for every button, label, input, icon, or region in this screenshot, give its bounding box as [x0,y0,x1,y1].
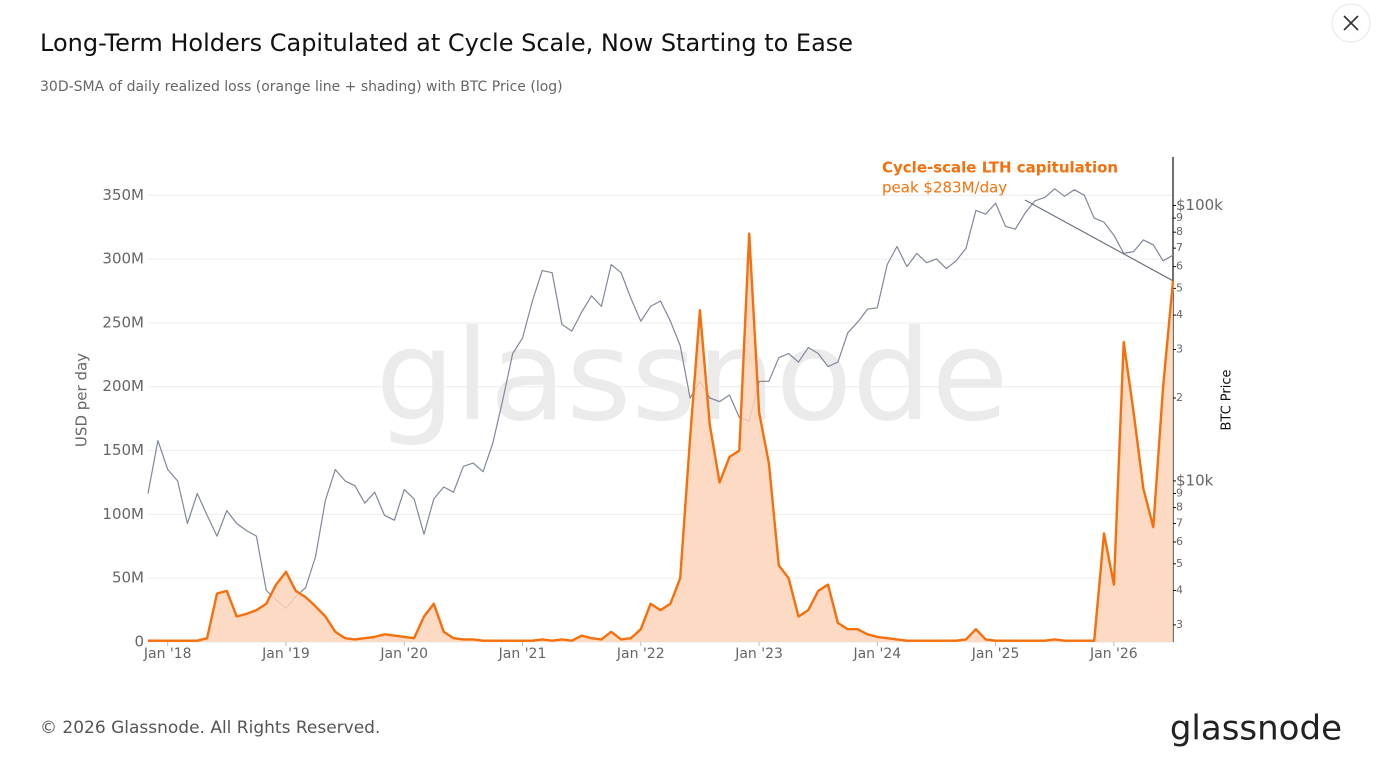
x-tick-label: Jan '24 [852,646,901,662]
x-tick-label: Jan '23 [734,646,783,662]
x-tick-label: Jan '21 [498,646,547,662]
y-tick-label: 300M [102,250,144,268]
chart-title: Long-Term Holders Capitulated at Cycle S… [40,29,853,57]
y2-tick-label: 9 [1176,211,1183,224]
close-icon[interactable] [1343,15,1359,31]
y2-tick-label: 6 [1176,260,1183,273]
y2-tick-label: 4 [1176,308,1183,321]
y2-tick-label: 9 [1176,486,1183,499]
y-tick-label: 200M [102,377,144,395]
logo: glassnode [1170,709,1342,749]
y2-tick-label: 8 [1176,225,1183,238]
y-tick-label: 350M [102,186,144,204]
y-tick-label: 250M [102,313,144,331]
y2-tick-label: 3 [1176,618,1183,631]
y-tick-label: 50M [112,569,144,587]
y-tick-label: 0 [134,633,144,651]
footer: © 2026 Glassnode. All Rights Reserved. [40,718,380,738]
y-tick-label: 100M [102,505,144,523]
y2-tick-label: 6 [1176,535,1183,548]
line [147,188,1174,609]
y2-tick-label: 7 [1176,517,1183,530]
y-axis-title: USD per day [73,353,91,447]
y2-tick-label: $100k [1176,196,1223,214]
x-tick-label: Jan '20 [379,646,428,662]
y2-tick-label: 4 [1176,583,1183,596]
plot: 0 50M 100M 150M 200M 250M 300M 350M Jan '18 Jan '… [73,157,1235,662]
chart-subtitle: 30D-SMA of daily realized loss (orange l… [40,79,563,95]
close-button[interactable] [1331,3,1371,43]
y2-tick-label: 8 [1176,501,1183,514]
y2-axis-title: BTC Price [1220,369,1235,430]
y2-tick-label: 2 [1176,391,1183,404]
y-tick-label: 150M [102,441,144,459]
annotation-line [1024,199,1174,282]
line [148,232,1175,642]
annotation-text: peak $283M/day [882,179,1007,197]
x-tick-label: Jan '26 [1089,646,1138,662]
y2-tick-label: 5 [1176,281,1183,294]
y2-tick-label: $10k [1176,471,1214,489]
annotation-title: Cycle-scale LTH capitulation [882,159,1118,177]
x-tick-label: Jan '25 [971,646,1020,662]
y2-tick-label: 7 [1176,241,1183,254]
x-tick-label: Jan '19 [261,646,310,662]
y2-tick-label: 5 [1176,557,1183,570]
x-tick-label: Jan '22 [616,646,665,662]
x-tick-label: Jan '18 [143,646,192,662]
y2-tick-label: 3 [1176,342,1183,355]
